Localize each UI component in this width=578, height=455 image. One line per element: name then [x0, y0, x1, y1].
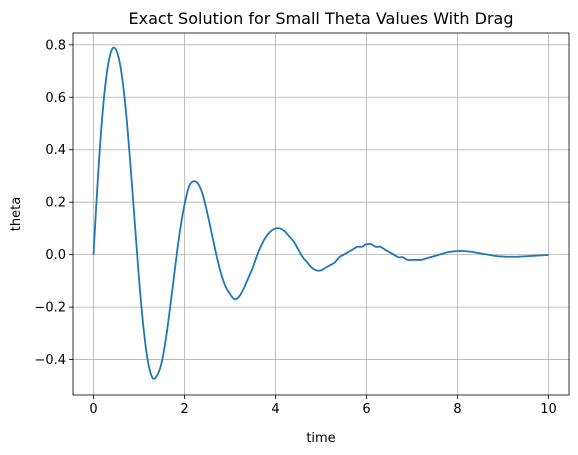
plot-frame: [72, 32, 570, 396]
series-layer: [92, 46, 549, 380]
x-tick-label: 10: [540, 402, 557, 417]
y-tick-label: −0.2: [34, 301, 66, 316]
x-tick-label: 8: [453, 402, 461, 417]
y-tick-label: −0.4: [34, 353, 66, 368]
grid: [73, 33, 569, 395]
y-tick-label: 0.6: [45, 91, 66, 106]
y-tick-label: 0.2: [45, 196, 66, 211]
chart-title: Exact Solution for Small Theta Values Wi…: [129, 9, 514, 28]
y-axis-label: theta: [9, 197, 24, 231]
series-line: [92, 46, 549, 380]
ticks: 0 2 4 6 8 10 −0.4 −0.2 0.0 0.2 0.4 0.6 0.8: [34, 38, 556, 417]
x-axis-label: time: [306, 431, 335, 446]
x-tick-label: 0: [89, 402, 97, 417]
y-tick-label: 0.0: [45, 248, 66, 263]
x-tick-label: 2: [180, 402, 188, 417]
x-tick-label: 6: [362, 402, 370, 417]
y-tick-label: 0.8: [45, 38, 66, 53]
y-tick-label: 0.4: [45, 143, 66, 158]
x-tick-label: 4: [271, 402, 279, 417]
